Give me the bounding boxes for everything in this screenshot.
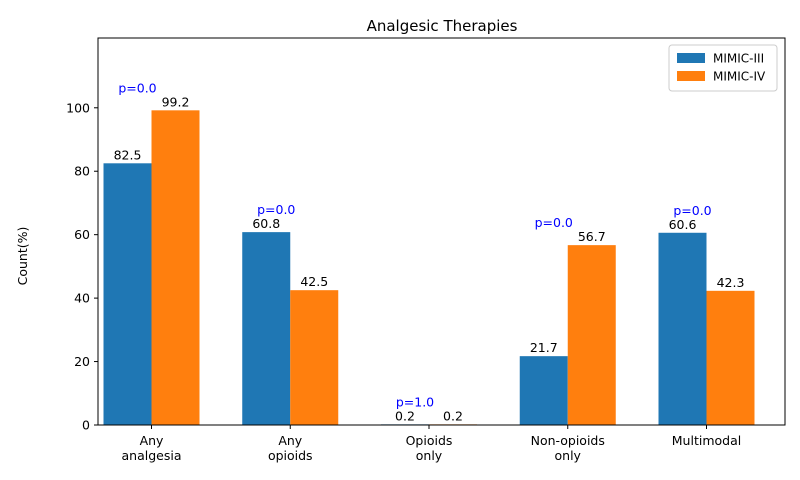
value-label-mimic-iii-4: 60.6 xyxy=(669,217,697,232)
bar-mimic-iv-1 xyxy=(290,290,339,425)
x-tick-label-line: only xyxy=(416,448,443,463)
p-value-annotation-2: p=1.0 xyxy=(396,394,434,409)
y-tick-label: 40 xyxy=(74,291,90,306)
p-value-annotation-3: p=0.0 xyxy=(535,215,573,230)
y-tick-label: 0 xyxy=(82,418,90,433)
y-axis-label: Count(%) xyxy=(15,227,30,286)
x-tick-label-line: opioids xyxy=(268,448,313,463)
y-tick-label: 100 xyxy=(66,100,90,115)
x-tick-label: Any opioids xyxy=(268,433,313,463)
value-label-mimic-iv-1: 42.5 xyxy=(300,274,328,289)
plot-area: 82.5 60.8 0.2 21.7 60.6 99.2 42.5 0.2 56.7 42.3 p=… xyxy=(97,37,786,426)
bar-mimic-iii-1 xyxy=(242,232,291,425)
x-tick-label: Multimodal xyxy=(672,433,741,448)
x-tick-label: Any analgesia xyxy=(122,433,182,463)
value-label-mimic-iv-2: 0.2 xyxy=(443,408,463,423)
y-tick-label: 80 xyxy=(74,164,90,179)
y-axis: 0 20 40 60 80 100 xyxy=(66,100,98,433)
y-tick-label: 20 xyxy=(74,354,90,369)
value-label-mimic-iv-0: 99.2 xyxy=(162,94,190,109)
x-tick-label-line: Multimodal xyxy=(672,433,741,448)
legend-label-mimic-iii: MIMIC-III xyxy=(713,52,764,66)
value-label-mimic-iii-2: 0.2 xyxy=(395,408,415,423)
x-tick-label-line: Opioids xyxy=(406,433,453,448)
value-label-mimic-iii-1: 60.8 xyxy=(252,216,280,231)
x-tick-label-line: only xyxy=(555,448,582,463)
legend: MIMIC-III MIMIC-IV xyxy=(668,44,778,92)
legend-swatch-mimic-iii xyxy=(677,53,705,63)
bar-mimic-iii-0 xyxy=(103,163,152,425)
x-tick-label-line: Any xyxy=(278,433,302,448)
legend-label-mimic-iv: MIMIC-IV xyxy=(713,70,766,84)
bar-mimic-iii-3 xyxy=(519,356,568,425)
value-label-mimic-iii-3: 21.7 xyxy=(530,340,558,355)
value-label-mimic-iv-4: 42.3 xyxy=(717,275,745,290)
bar-mimic-iii-4 xyxy=(658,232,707,425)
chart-title: Analgesic Therapies xyxy=(367,17,518,35)
x-tick-label-line: analgesia xyxy=(122,448,182,463)
x-tick-label: Opioids only xyxy=(406,433,453,463)
p-value-annotation-4: p=0.0 xyxy=(673,203,711,218)
p-value-annotation-0: p=0.0 xyxy=(118,80,156,95)
y-tick-label: 60 xyxy=(74,227,90,242)
bar-mimic-iv-0 xyxy=(151,110,200,426)
value-label-mimic-iii-0: 82.5 xyxy=(114,147,142,162)
value-label-mimic-iv-3: 56.7 xyxy=(578,229,606,244)
legend-swatch-mimic-iv xyxy=(677,71,705,81)
bar-mimic-iv-3 xyxy=(567,245,616,425)
bar-mimic-iv-4 xyxy=(706,290,755,425)
x-tick-label-line: Non-opioids xyxy=(531,433,605,448)
plot-frame xyxy=(97,37,786,426)
x-tick-label-line: Any xyxy=(140,433,164,448)
p-value-annotation-1: p=0.0 xyxy=(257,202,295,217)
x-tick-label: Non-opioids only xyxy=(531,433,605,463)
